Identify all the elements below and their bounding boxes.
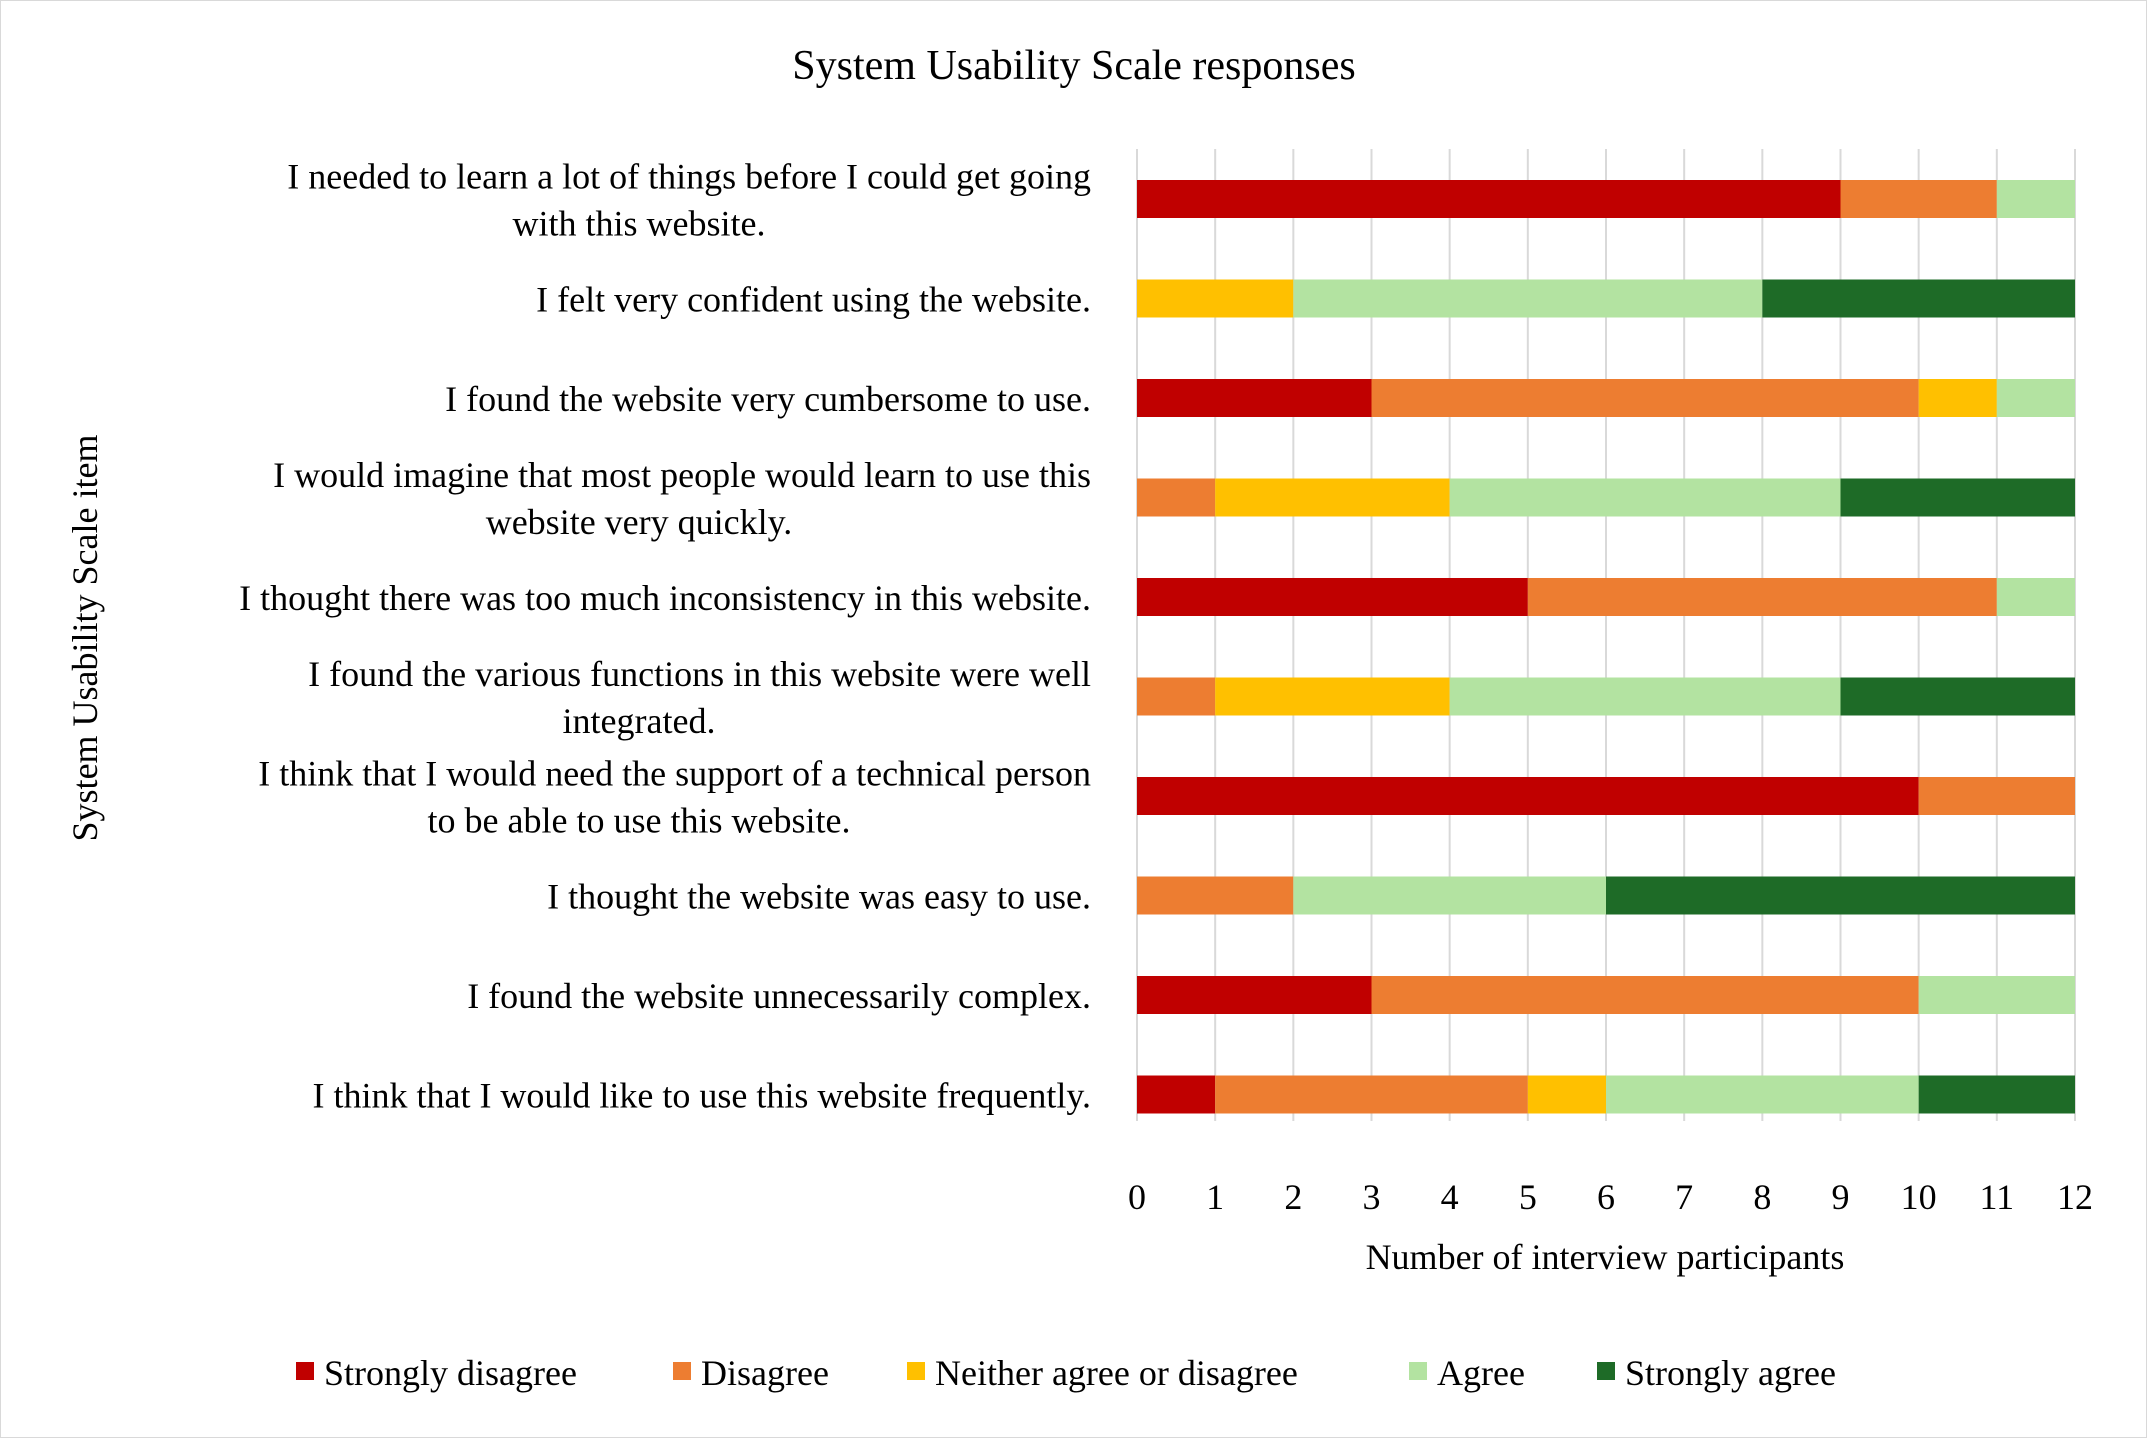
category-label-row-1-line-1: I needed to learn a lot of things before… [287, 157, 1091, 197]
bar-neither-agree-or-disagree-row-3 [1918, 379, 1997, 417]
legend-swatch-disagree [673, 1362, 691, 1380]
category-label-row-5-line-1: I thought there was too much inconsisten… [239, 578, 1091, 618]
category-label-row-7-line-1: I think that I would need the support of… [258, 754, 1091, 794]
legend-label-strongly-disagree: Strongly disagree [324, 1353, 577, 1393]
bar-series [1137, 180, 2075, 1114]
x-tick-label-9: 9 [1832, 1177, 1850, 1217]
category-label-row-2-line-1: I felt very confident using the website. [536, 280, 1091, 320]
category-label-row-8-line-1: I thought the website was easy to use. [547, 877, 1091, 917]
x-tick-label-2: 2 [1284, 1177, 1302, 1217]
x-tick-label-10: 10 [1901, 1177, 1937, 1217]
x-tick-label-8: 8 [1753, 1177, 1771, 1217]
legend-label-disagree: Disagree [701, 1353, 829, 1393]
bar-strongly-disagree-row-10 [1137, 1075, 1216, 1114]
bar-neither-agree-or-disagree-row-4 [1215, 478, 1450, 517]
y-axis-label: System Usability Scale item [65, 435, 105, 842]
bar-agree-row-9 [1918, 976, 2075, 1014]
bar-strongly-agree-row-10 [1918, 1075, 2075, 1114]
bar-disagree-row-9 [1371, 976, 1919, 1014]
x-tick-label-4: 4 [1441, 1177, 1459, 1217]
x-axis-label: Number of interview participants [1366, 1237, 1845, 1277]
bar-strongly-disagree-row-5 [1137, 578, 1528, 616]
legend-swatch-strongly-disagree [296, 1362, 314, 1380]
bar-agree-row-3 [1996, 379, 2075, 417]
category-labels: I needed to learn a lot of things before… [239, 157, 1091, 1116]
bar-strongly-agree-row-2 [1762, 279, 2075, 318]
x-tick-label-0: 0 [1128, 1177, 1146, 1217]
x-tick-label-12: 12 [2057, 1177, 2093, 1217]
legend-swatch-neither-agree-or-disagree [907, 1362, 925, 1380]
category-label-row-6-line-1: I found the various functions in this we… [308, 654, 1091, 694]
bar-disagree-row-1 [1840, 180, 1997, 218]
bar-disagree-row-8 [1137, 876, 1294, 915]
bar-neither-agree-or-disagree-row-2 [1137, 279, 1294, 318]
x-tick-label-5: 5 [1519, 1177, 1537, 1217]
bar-strongly-disagree-row-1 [1137, 180, 1841, 218]
category-label-row-3-line-1: I found the website very cumbersome to u… [445, 379, 1091, 419]
bar-agree-row-2 [1293, 279, 1763, 318]
bar-agree-row-10 [1606, 1075, 1919, 1114]
bar-agree-row-6 [1449, 677, 1841, 716]
category-label-row-7-line-2: to be able to use this website. [428, 801, 851, 841]
category-label-row-4-line-1: I would imagine that most people would l… [273, 455, 1091, 495]
category-label-row-4-line-2: website very quickly. [486, 502, 793, 542]
bar-neither-agree-or-disagree-row-10 [1527, 1075, 1606, 1114]
x-tick-label-11: 11 [1979, 1177, 2014, 1217]
bar-neither-agree-or-disagree-row-6 [1215, 677, 1450, 716]
x-tick-label-3: 3 [1363, 1177, 1381, 1217]
bar-disagree-row-7 [1918, 777, 2075, 815]
bar-disagree-row-4 [1137, 478, 1216, 517]
category-label-row-1-line-2: with this website. [513, 204, 766, 244]
legend-label-neither-agree-or-disagree: Neither agree or disagree [935, 1353, 1298, 1393]
legend-label-agree: Agree [1437, 1353, 1525, 1393]
legend-swatch-agree [1409, 1362, 1427, 1380]
legend-swatch-strongly-agree [1597, 1362, 1615, 1380]
x-tick-label-6: 6 [1597, 1177, 1615, 1217]
x-axis-ticks: 0 1 2 3 4 5 6 7 8 9 10 11 12 [1128, 1177, 2093, 1217]
bar-agree-row-8 [1293, 876, 1606, 915]
bar-strongly-disagree-row-3 [1137, 379, 1372, 417]
bar-disagree-row-3 [1371, 379, 1919, 417]
bar-disagree-row-6 [1137, 677, 1216, 716]
category-label-row-6-line-2: integrated. [563, 701, 716, 741]
x-tick-label-7: 7 [1675, 1177, 1693, 1217]
bar-strongly-agree-row-8 [1606, 876, 2075, 915]
chart-title: System Usability Scale responses [792, 43, 1355, 89]
category-label-row-9-line-1: I found the website unnecessarily comple… [467, 976, 1091, 1016]
x-tick-label-1: 1 [1206, 1177, 1224, 1217]
legend-label-strongly-agree: Strongly agree [1625, 1353, 1836, 1393]
legend: Strongly disagree Disagree Neither agree o… [296, 1353, 1836, 1393]
bar-disagree-row-5 [1527, 578, 1997, 616]
category-label-row-10-line-1: I think that I would like to use this we… [312, 1076, 1091, 1116]
bar-disagree-row-10 [1215, 1075, 1528, 1114]
bar-strongly-disagree-row-7 [1137, 777, 1919, 815]
bar-strongly-disagree-row-9 [1137, 976, 1372, 1014]
bar-agree-row-4 [1449, 478, 1841, 517]
bar-strongly-agree-row-6 [1840, 677, 2075, 716]
bar-agree-row-1 [1996, 180, 2075, 218]
bar-agree-row-5 [1996, 578, 2075, 616]
bar-strongly-agree-row-4 [1840, 478, 2075, 517]
